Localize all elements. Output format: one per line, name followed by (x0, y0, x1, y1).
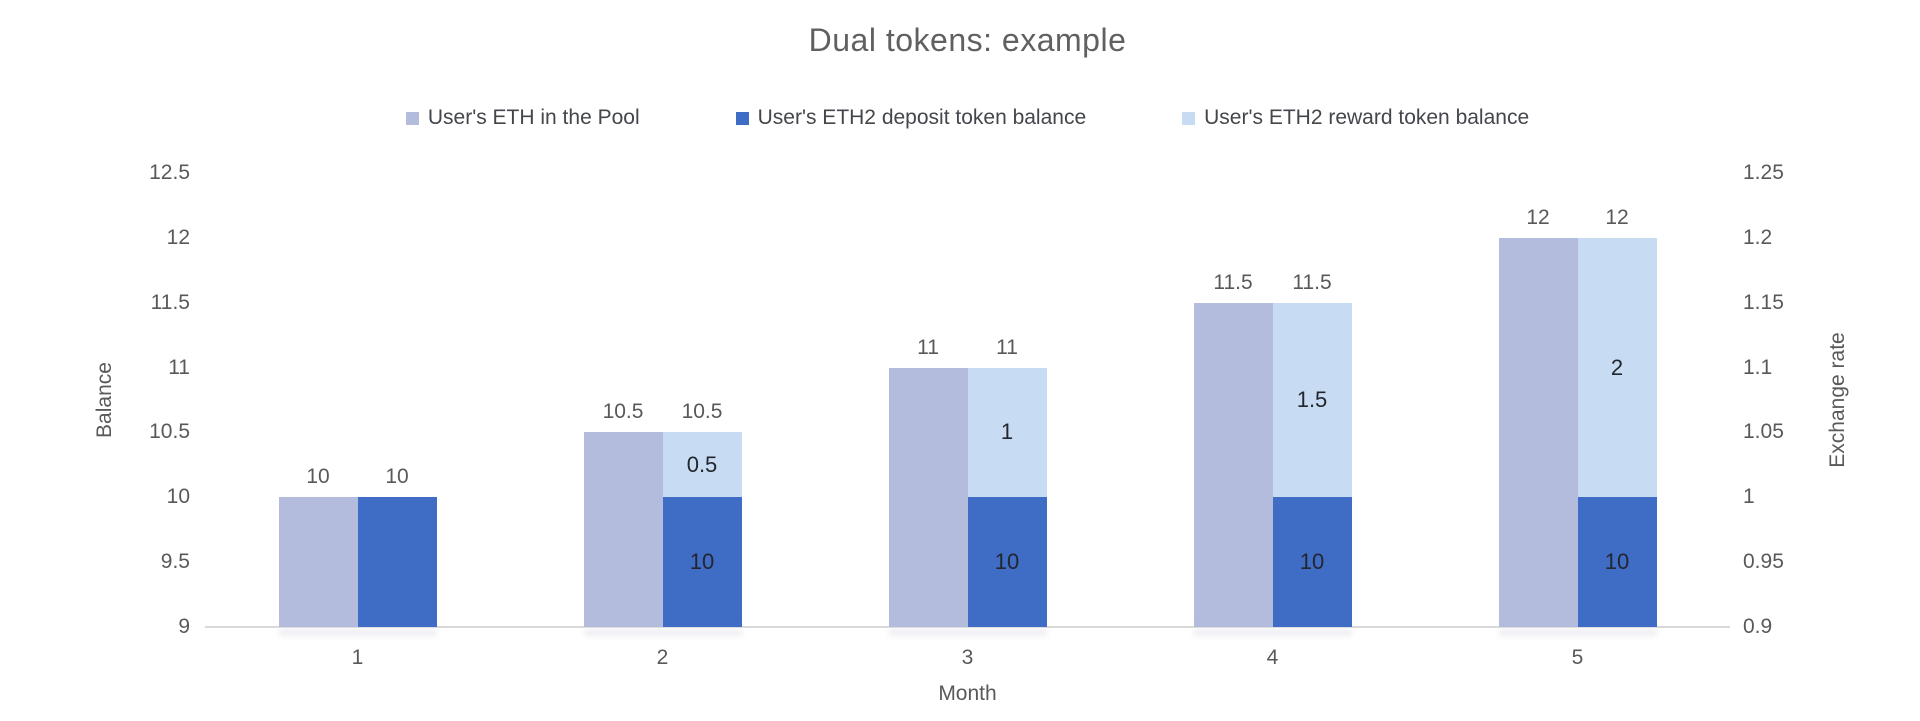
y-axis-left-tick: 10.5 (149, 420, 190, 444)
y-axis-left-tick: 9.5 (160, 550, 190, 574)
y-axis-left-tick: 9 (178, 615, 190, 638)
legend-swatch-deposit (735, 111, 749, 125)
bar-value-label-pool: 11 (917, 335, 939, 359)
segment-value-label-reward: 2 (1610, 354, 1624, 380)
x-axis-label: 2 (656, 646, 669, 669)
segment-value-label-reward: 1.5 (1296, 387, 1328, 412)
legend-item-deposit: User's ETH2 deposit token balance (735, 106, 1087, 130)
legend-item-reward: User's ETH2 reward token balance (1182, 106, 1529, 130)
bar-reflection (888, 629, 1047, 636)
legend: User's ETH in the Pool User's ETH2 depos… (205, 106, 1730, 130)
segment-value-label-deposit: 10 (994, 549, 1020, 575)
bar-pool (583, 432, 663, 627)
y-axis-right-tick: 1.15 (1743, 290, 1784, 314)
y-axis-right-tick: 1 (1743, 485, 1755, 509)
bar-value-label-stack: 11.5 (1292, 270, 1332, 294)
legend-label-deposit: User's ETH2 deposit token balance (757, 106, 1087, 129)
bar-pool (1193, 302, 1273, 627)
segment-value-label-deposit: 10 (1299, 549, 1325, 575)
bar-deposit-segment (357, 497, 437, 627)
x-axis-label: 5 (1571, 646, 1584, 669)
bar-reward-segment (1577, 237, 1657, 498)
legend-label-reward: User's ETH2 reward token balance (1204, 106, 1530, 129)
chart-title: Dual tokens: example (808, 22, 1127, 58)
bar-value-label-stack: 10 (385, 465, 409, 489)
y-axis-right-tick: 0.95 (1743, 550, 1784, 574)
bar-value-label-pool: 11.5 (1213, 270, 1253, 294)
bar-value-label-stack: 11 (996, 335, 1018, 359)
y-axis-right-title: Exchange rate (1826, 332, 1849, 468)
bar-deposit-segment (1272, 497, 1352, 627)
bar-pool (278, 497, 358, 627)
y-axis-right-tick: 1.2 (1743, 225, 1773, 249)
y-axis-right-tick: 1.1 (1743, 355, 1773, 379)
bar-reward-segment (662, 432, 742, 498)
bar-value-label-stack: 12 (1605, 205, 1629, 229)
bar-reward-segment (967, 367, 1047, 498)
bar-deposit-segment (662, 497, 742, 627)
legend-label-pool: User's ETH in the Pool (427, 106, 640, 129)
bar-value-label-stack: 10.5 (681, 400, 723, 424)
segment-value-label-deposit: 10 (1604, 549, 1630, 575)
bar-reward-segment (1272, 302, 1352, 498)
bar-value-label-pool: 10 (306, 465, 330, 489)
x-axis-line (205, 626, 1730, 628)
y-axis-left-tick: 11.5 (150, 290, 190, 314)
segment-value-label-deposit: 10 (689, 549, 715, 575)
bar-reflection (1193, 629, 1352, 636)
x-axis-title: Month (938, 682, 997, 705)
y-axis-left-tick: 11 (168, 355, 190, 379)
segment-value-label-reward: 1 (1000, 419, 1014, 445)
y-axis-left-tick: 12.5 (149, 161, 190, 184)
y-axis-left-tick: 10 (166, 485, 190, 509)
bar-pool (1498, 237, 1578, 627)
bar-pool (888, 367, 968, 627)
x-axis-label: 1 (351, 646, 364, 669)
y-axis-right-tick: 1.25 (1743, 161, 1784, 184)
y-axis-right-tick: 0.9 (1743, 615, 1773, 638)
y-axis-right-tick: 1.05 (1743, 420, 1784, 444)
legend-item-pool: User's ETH in the Pool (405, 106, 640, 130)
bar-value-label-pool: 12 (1526, 205, 1550, 229)
bar-deposit-segment (1577, 497, 1657, 627)
bar-reflection (1498, 629, 1657, 636)
bar-value-label-pool: 10.5 (602, 400, 644, 424)
bar-reflection (583, 629, 742, 636)
bar-deposit-segment (967, 497, 1047, 627)
bar-reflection (278, 629, 437, 636)
legend-swatch-pool (405, 111, 419, 125)
x-axis-label: 3 (961, 646, 974, 669)
y-axis-left-tick: 12 (166, 225, 190, 249)
x-axis-label: 4 (1266, 646, 1279, 669)
legend-swatch-reward (1182, 111, 1196, 125)
segment-value-label-reward: 0.5 (686, 451, 718, 477)
